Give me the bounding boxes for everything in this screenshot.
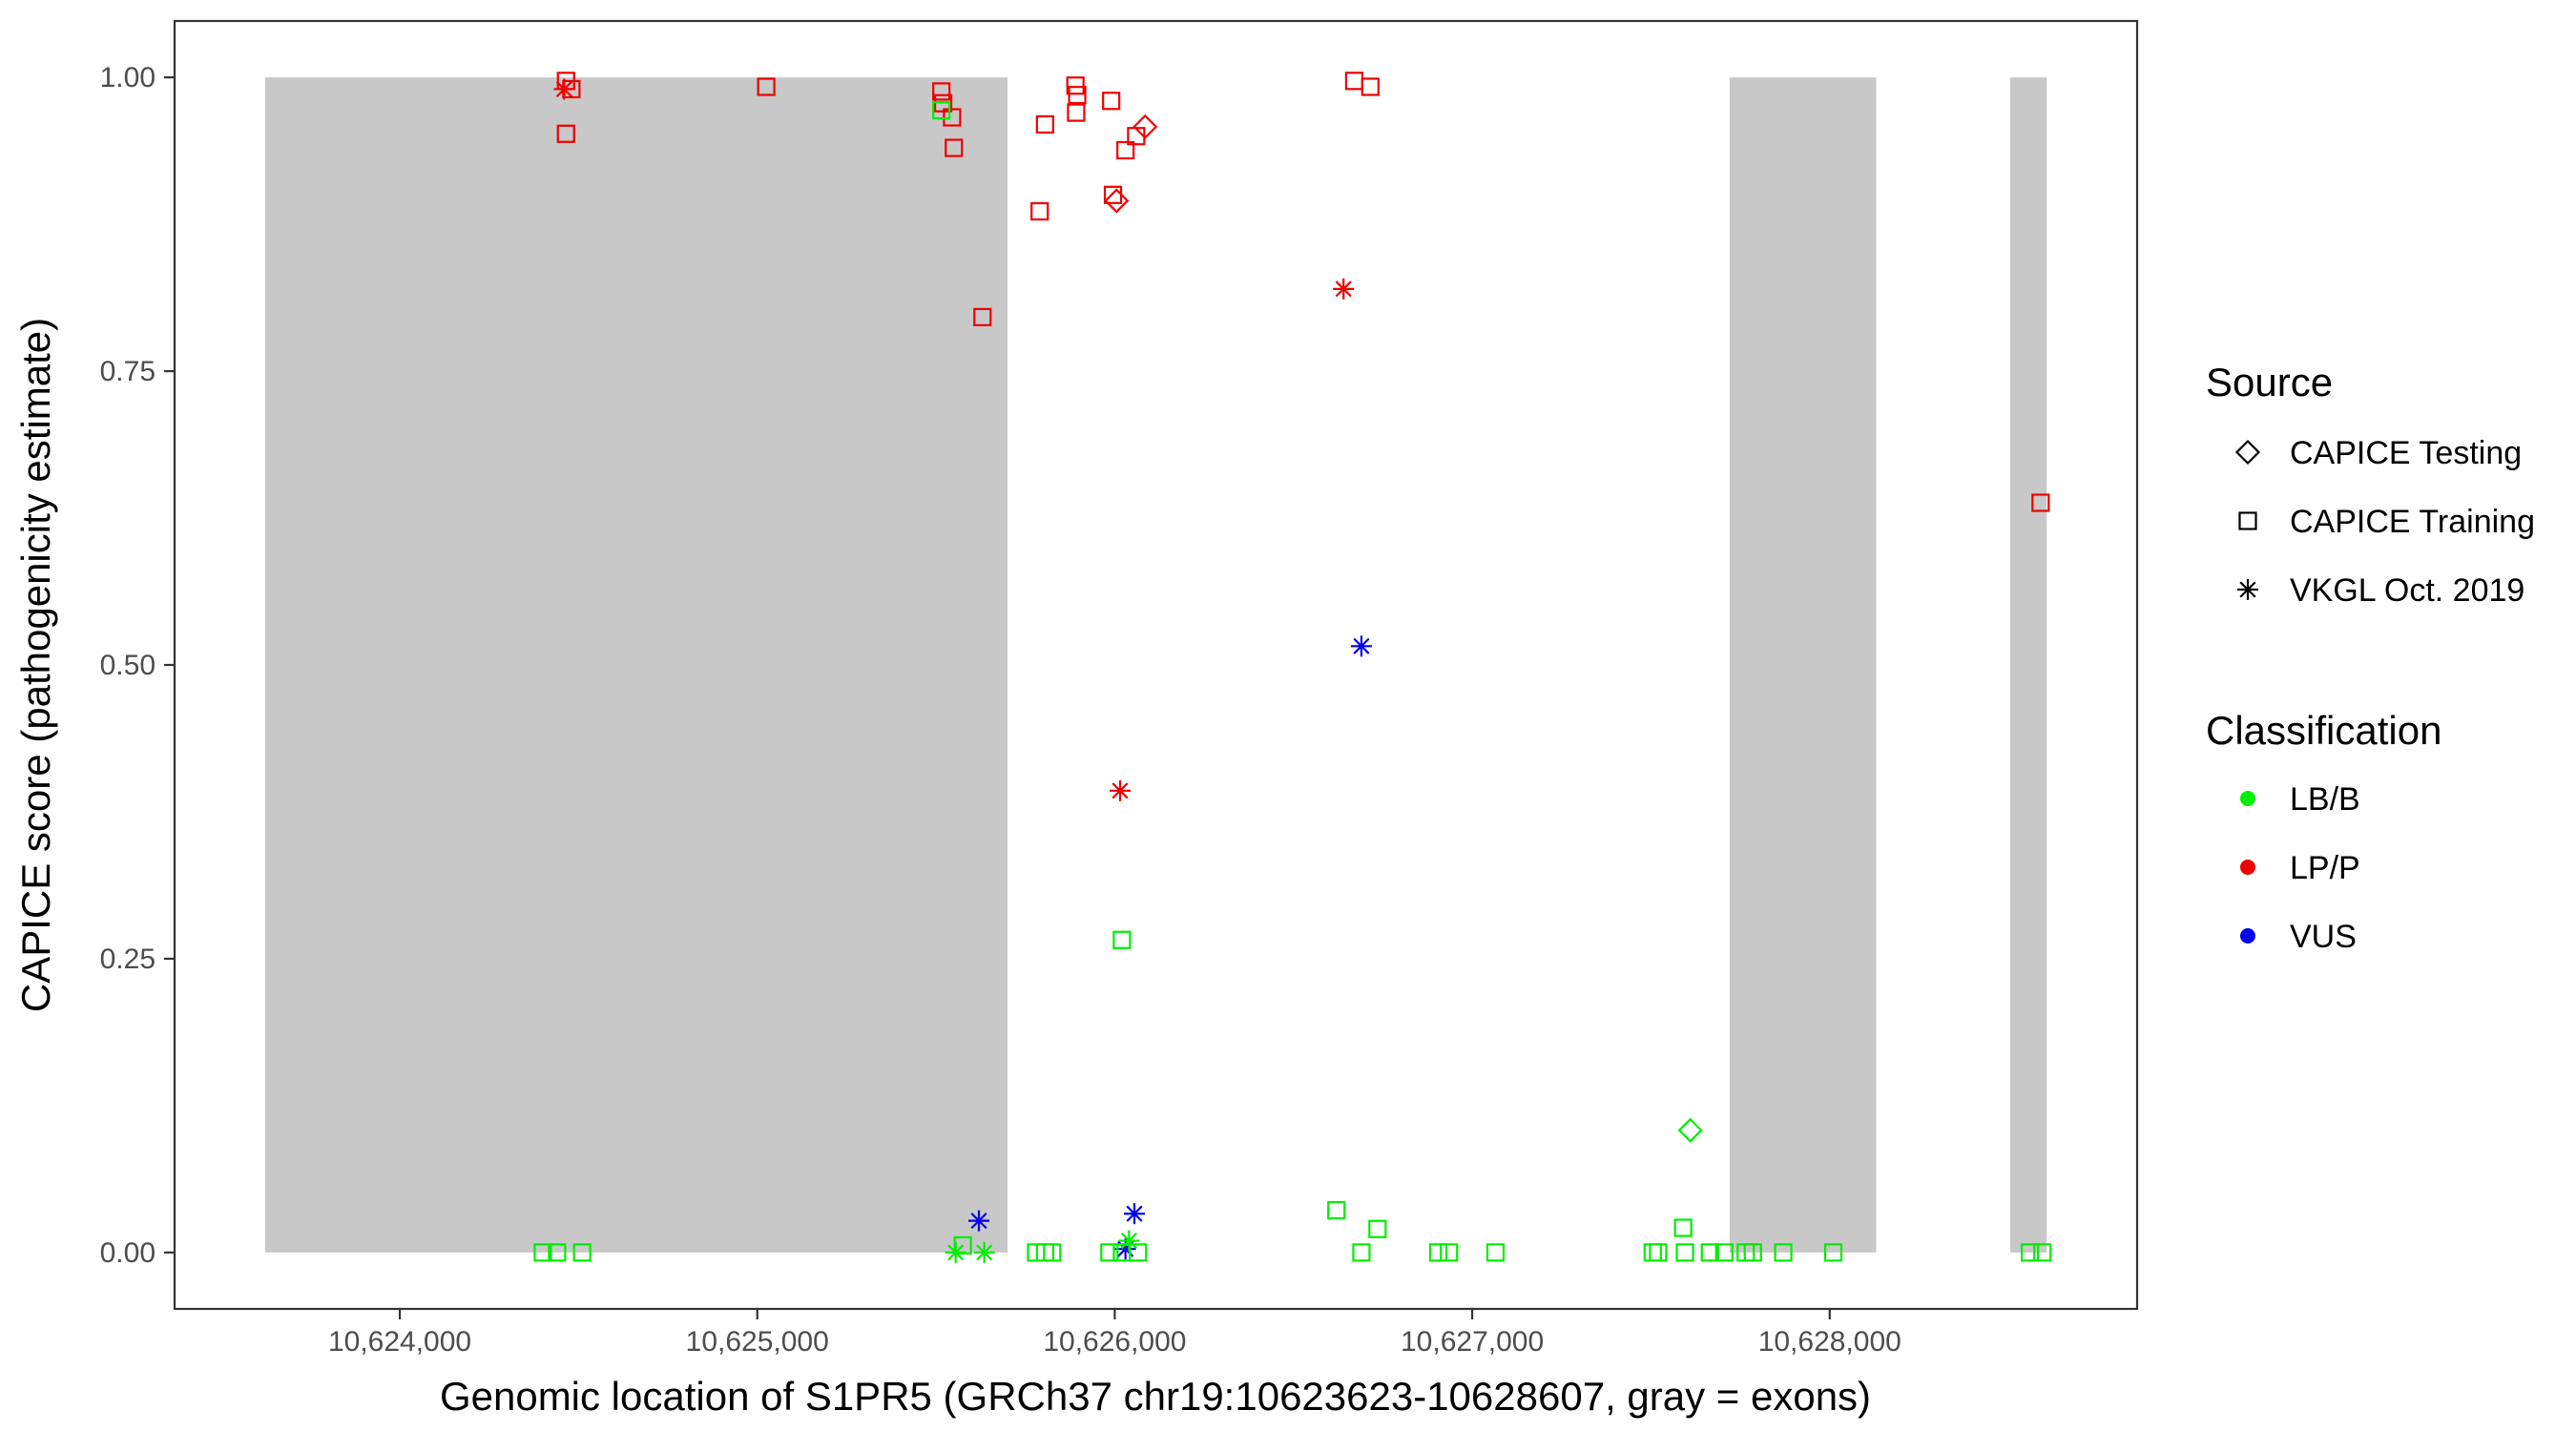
data-point-25 [1361, 77, 1380, 96]
data-point-42 [945, 1241, 966, 1263]
data-point-5 [757, 77, 776, 96]
data-point-19 [1116, 140, 1135, 160]
data-point-43 [973, 1241, 995, 1263]
data-point-62 [1823, 1243, 1843, 1262]
data-point-58 [1714, 1243, 1734, 1262]
data-point-61 [1774, 1243, 1793, 1262]
data-point-6 [932, 82, 951, 101]
legend-class-label: LP/P [2290, 850, 2360, 886]
data-point-18 [1104, 188, 1130, 214]
y-tick-label: 0.50 [100, 650, 156, 681]
data-point-53 [1485, 1243, 1506, 1262]
data-point-35 [1368, 1219, 1387, 1238]
data-point-12 [1035, 114, 1054, 134]
legend-source-key-testing [2234, 439, 2261, 466]
legend-class-label: VUS [2290, 919, 2357, 955]
x-tick-label: 10,628,000 [1758, 1326, 1901, 1358]
data-point-8 [943, 108, 962, 127]
legend-class-key-lb-b [2240, 791, 2255, 806]
data-point-36 [1673, 1218, 1693, 1237]
y-tick-label: 0.75 [100, 356, 156, 387]
data-point-47 [1100, 1243, 1119, 1262]
legend-sources: CAPICE Testing CAPICE Training VKGL Oct. 2… [2234, 435, 2535, 609]
data-point-64 [2033, 1243, 2052, 1262]
exon-region-2 [1729, 77, 1877, 1253]
x-axis: 10,624,000 10,625,000 10,626,000 10,627,000… [328, 1309, 1901, 1358]
y-axis: 0.00 0.25 0.50 0.75 1.00 [100, 62, 175, 1269]
data-point-31 [932, 101, 951, 120]
data-point-4 [556, 124, 575, 143]
data-point-52 [1440, 1243, 1459, 1262]
y-axis-title: CAPICE score (pathogenicity estimate) [13, 318, 58, 1012]
data-point-15 [1067, 103, 1086, 122]
x-tick-label: 10,627,000 [1401, 1326, 1544, 1358]
exon-region-1 [264, 77, 1008, 1253]
data-point-39 [533, 1243, 552, 1262]
x-tick-label: 10,624,000 [328, 1326, 471, 1358]
legend-source-key-training [2238, 511, 2257, 530]
data-point-33 [1677, 1117, 1703, 1143]
legend: Source CAPICE Testing CAPICE Training VKGL… [2206, 360, 2535, 955]
data-point-3 [553, 78, 575, 100]
legend-class-key-lp-p [2240, 860, 2255, 875]
data-point-34 [1327, 1200, 1346, 1220]
data-point-23 [1333, 278, 1355, 300]
exon-region-3 [2009, 77, 2047, 1253]
data-point-16 [1102, 92, 1121, 111]
legend-source-label: CAPICE Training [2290, 504, 2535, 540]
data-point-26 [2031, 493, 2050, 512]
legend-classification-title: Classification [2206, 708, 2441, 753]
x-tick-label: 10,625,000 [686, 1326, 829, 1358]
data-point-41 [572, 1243, 592, 1262]
data-point-51 [1428, 1243, 1448, 1262]
data-point-21 [1132, 114, 1158, 139]
x-axis-title: Genomic location of S1PR5 (GRCh37 chr19:… [440, 1374, 1871, 1419]
data-point-55 [1649, 1243, 1668, 1262]
legend-source-title: Source [2206, 360, 2333, 404]
data-point-14 [1068, 86, 1087, 105]
data-point-10 [973, 307, 992, 327]
legend-source-label: VKGL Oct. 2019 [2290, 572, 2524, 609]
data-point-11 [1030, 201, 1049, 221]
data-point-60 [1743, 1243, 1762, 1262]
data-point-40 [548, 1243, 567, 1262]
data-point-49 [1129, 1243, 1148, 1262]
data-point-28 [968, 1210, 990, 1232]
data-point-50 [1352, 1243, 1371, 1262]
y-tick-label: 0.00 [100, 1237, 156, 1269]
data-point-46 [1043, 1243, 1062, 1262]
legend-source-label: CAPICE Testing [2290, 435, 2522, 471]
data-point-63 [2020, 1243, 2040, 1262]
data-point-29 [1124, 1203, 1146, 1225]
legend-class-label: LB/B [2290, 781, 2360, 818]
legend-source-key-vkgl [2237, 579, 2258, 600]
legend-class-key-vus [2240, 928, 2255, 944]
points-layer [533, 72, 2052, 1263]
data-point-22 [1110, 779, 1132, 801]
exon-layer [264, 77, 2047, 1253]
legend-classes: LB/B LP/P VUS [2240, 781, 2360, 955]
data-point-9 [945, 138, 964, 157]
x-tick-label: 10,626,000 [1043, 1326, 1186, 1358]
y-tick-label: 0.25 [100, 944, 156, 975]
data-point-13 [1066, 76, 1085, 95]
data-point-32 [1112, 930, 1132, 949]
y-tick-label: 1.00 [100, 62, 156, 93]
data-point-56 [1675, 1243, 1694, 1262]
data-point-57 [1700, 1243, 1719, 1262]
data-point-27 [1350, 635, 1372, 657]
